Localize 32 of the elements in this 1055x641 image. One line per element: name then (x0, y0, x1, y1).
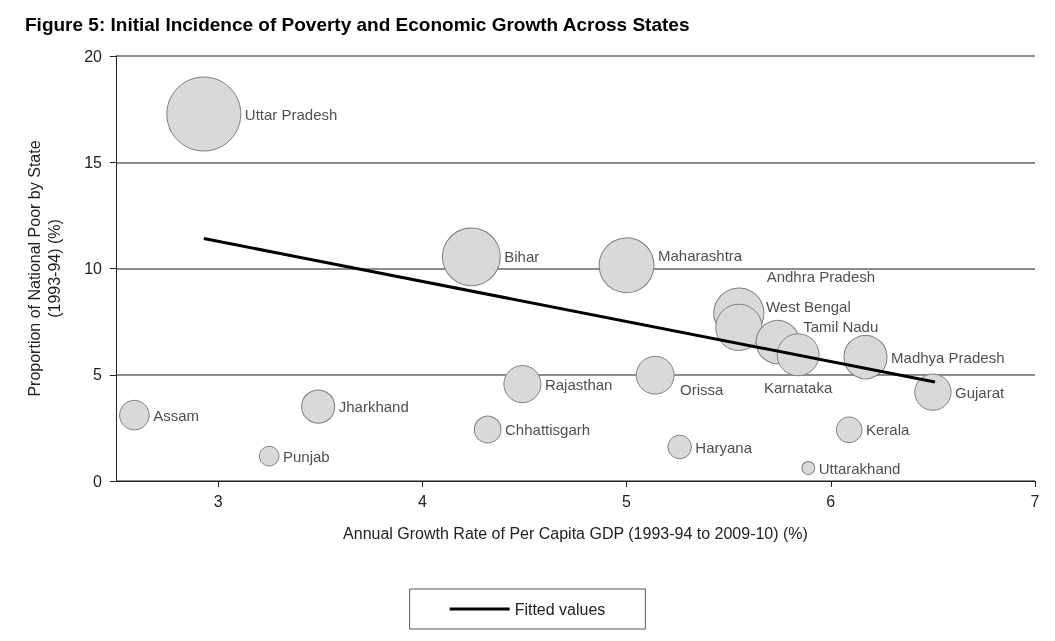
annotation: Jharkhand (338, 398, 409, 416)
y-tick-label: 5 (93, 366, 103, 384)
annotation: Assam (153, 406, 200, 424)
annotation: Uttar Pradesh (244, 105, 338, 123)
annotation: Punjab (282, 447, 330, 465)
x-tick-label: 3 (213, 492, 223, 510)
x-tick-label: 7 (1030, 492, 1040, 510)
y-tick-label: 10 (84, 260, 103, 277)
y-tick-label: 0 (93, 472, 103, 490)
chart-title: Figure 5: Initial Incidence of Poverty and Economic Growth Across States (25, 14, 690, 35)
x-tick-label: 6 (826, 492, 836, 510)
annotation: West Bengal (765, 297, 851, 315)
annotation: Karnataka (763, 378, 833, 396)
legend-label: Fitted values (514, 600, 606, 618)
annotation: Haryana (695, 438, 753, 456)
y-axis-title: Proportion of National Poor by State (1993-94) (%) (25, 140, 63, 397)
x-tick-label: 4 (417, 492, 427, 510)
annotation: Gujarat (955, 383, 1006, 401)
annotation: Madhya Pradesh (891, 348, 1005, 366)
annotation: Andhra Pradesh (766, 268, 876, 286)
x-axis-title: Annual Growth Rate of Per Capita GDP (1993-94 to 2009-10) (%) (343, 524, 808, 542)
annotation: Rajasthan (544, 375, 613, 393)
y-tick-label: 15 (84, 153, 103, 171)
annotation: Tamil Nadu (803, 317, 879, 335)
y-tick-label: 20 (84, 47, 103, 65)
annotation: Orissa (680, 380, 725, 398)
annotation: Maharashtra (658, 246, 743, 264)
annotation: Kerala (865, 421, 910, 439)
annotation: Uttarakhand (818, 459, 901, 477)
annotation: Chhattisgarh (505, 421, 591, 439)
annotation: Bihar (504, 248, 540, 266)
x-tick-label: 5 (622, 492, 632, 510)
